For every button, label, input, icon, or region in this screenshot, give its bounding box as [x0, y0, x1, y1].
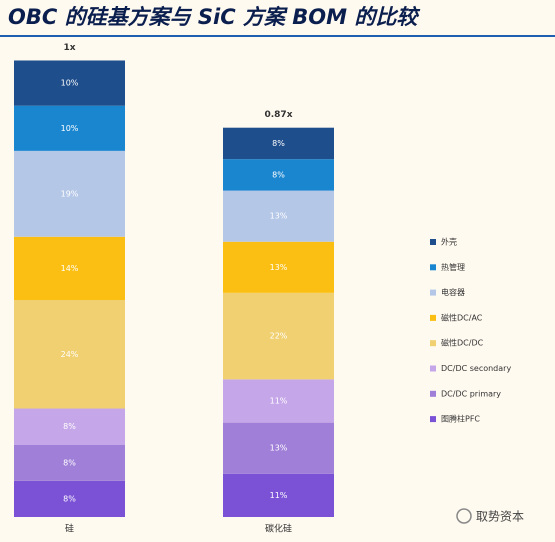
- chart-title: OBC 的硅基方案与 SiC 方案 BOM 的比较: [8, 5, 420, 29]
- bar-segment: [14, 480, 125, 517]
- legend-swatch: [430, 340, 436, 347]
- legend-label: 磁性DC/AC: [441, 312, 483, 322]
- legend-swatch: [430, 264, 436, 271]
- legend-swatch: [430, 390, 436, 397]
- watermark-icon: [456, 508, 472, 524]
- legend-label: 热管理: [441, 262, 465, 272]
- legend-swatch: [430, 416, 436, 423]
- bar-segment: [14, 60, 125, 106]
- watermark: 取势资本: [456, 508, 524, 524]
- data-label: 13%: [270, 444, 288, 453]
- bar-segment: [223, 159, 334, 191]
- data-label: 10%: [61, 79, 79, 88]
- legend-label: DC/DC secondary: [441, 364, 511, 373]
- bar-segment: [223, 190, 334, 242]
- data-label: 11%: [270, 396, 288, 405]
- bar-segment: [223, 379, 334, 423]
- bar-segment: [223, 127, 334, 160]
- watermark-text: 取势资本: [476, 510, 524, 524]
- data-label: 8%: [272, 139, 285, 148]
- x-tick-label: 硅: [65, 523, 74, 535]
- data-label: 13%: [270, 212, 288, 221]
- data-label: 8%: [63, 494, 76, 503]
- x-tick-label: 碳化硅: [265, 523, 292, 535]
- bar-segment: [14, 105, 125, 151]
- bar-segment: [14, 150, 125, 237]
- bar-segment: [14, 444, 125, 481]
- data-label: 13%: [270, 263, 288, 272]
- data-label: 8%: [63, 422, 76, 431]
- legend-label: 图腾柱PFC: [441, 414, 480, 424]
- data-label: 8%: [272, 170, 285, 179]
- bar-segment: [14, 236, 125, 301]
- data-label: 24%: [61, 350, 79, 359]
- bar-segment: [223, 422, 334, 474]
- total-label: 1x: [63, 43, 75, 53]
- data-label: 10%: [61, 124, 79, 133]
- bar-segment: [223, 292, 334, 380]
- bar-segment: [223, 241, 334, 293]
- legend-label: 电容器: [441, 287, 465, 297]
- legend-label: 外壳: [441, 237, 457, 247]
- legend-swatch: [430, 239, 436, 245]
- legend-swatch: [430, 314, 436, 321]
- legend-swatch: [430, 289, 436, 296]
- data-label: 8%: [63, 458, 76, 467]
- bar-segment: [223, 473, 334, 517]
- legend-swatch: [430, 365, 436, 372]
- legend-label: 磁性DC/DC: [441, 338, 484, 348]
- legend-label: DC/DC primary: [441, 389, 501, 398]
- total-label: 0.87x: [264, 110, 292, 120]
- data-label: 11%: [270, 491, 288, 500]
- bar-segment: [14, 408, 125, 445]
- data-label: 14%: [61, 264, 79, 273]
- bar-segment: [14, 300, 125, 409]
- data-label: 19%: [61, 189, 79, 198]
- data-label: 22%: [270, 332, 288, 341]
